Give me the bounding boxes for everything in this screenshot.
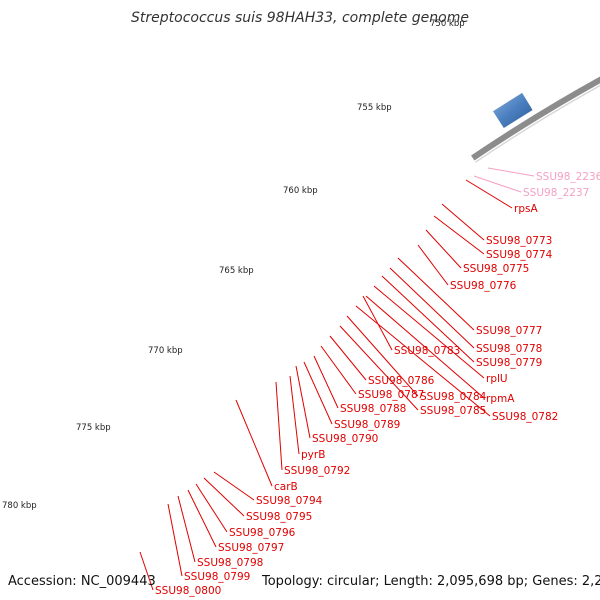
gene-label: rpmA [486, 393, 515, 405]
label-leader-line [177, 495, 196, 563]
tick-label: 750 kbp [430, 19, 465, 29]
tick-label: 780 kbp [2, 501, 37, 511]
gene-label: rplU [486, 373, 508, 385]
label-leader-line [355, 305, 491, 417]
label-leader-line [313, 355, 339, 409]
label-leader-line [441, 203, 485, 241]
label-leader-line [362, 295, 393, 351]
gene-label: SSU98_0798 [197, 557, 263, 569]
gene-label: SSU98_2237 [523, 187, 589, 199]
label-leader-line [195, 483, 228, 533]
tick-label: 770 kbp [148, 346, 183, 356]
gene-label: SSU98_0779 [476, 357, 542, 369]
gene-label-layer: SSU98_2236 SSU98_2237 rpsA SSU98_0773 SSU98_… [139, 167, 600, 597]
genome-summary-text: Topology: circular; Length: 2,095,698 bp… [262, 574, 600, 589]
gene-label: SSU98_0792 [284, 465, 350, 477]
label-leader-line [473, 175, 522, 193]
gene-label: SSU98_0796 [229, 527, 296, 539]
gene-label: SSU98_0787 [358, 389, 424, 401]
gene-label: carB [274, 481, 298, 493]
gene-label: SSU98_0774 [486, 249, 553, 261]
gene-label: SSU98_2236 [536, 171, 600, 183]
label-leader-line [203, 477, 245, 517]
gene-label: SSU98_0773 [486, 235, 552, 247]
gene-label: SSU98_0786 [368, 375, 435, 387]
label-leader-line [303, 361, 333, 425]
gene-label: SSU98_0785 [420, 405, 486, 417]
label-leader-line [167, 503, 183, 577]
gene-label: SSU98_0795 [246, 511, 312, 523]
gene-label: SSU98_0797 [218, 542, 284, 554]
label-leader-line [235, 399, 273, 487]
label-leader-line [295, 365, 311, 439]
genome-title: Streptococcus suis 98HAH33, complete gen… [131, 10, 469, 26]
label-leader-line [397, 257, 475, 331]
label-leader-line [487, 167, 535, 177]
label-leader-line [139, 551, 154, 591]
gene-label: SSU98_0783 [394, 345, 460, 357]
label-leader-line [320, 345, 357, 395]
gene-label: SSU98_0782 [492, 411, 558, 423]
tick-label: 775 kbp [76, 423, 111, 433]
label-leader-line [329, 335, 367, 381]
gene-label: SSU98_0777 [476, 325, 542, 337]
gene-label: SSU98_0800 [155, 585, 221, 597]
label-leader-line [275, 381, 283, 471]
label-leader-line [433, 215, 485, 255]
label-leader-line [465, 179, 513, 209]
gene-label: SSU98_0794 [256, 495, 323, 507]
label-leader-line [289, 375, 300, 455]
tick-label: 760 kbp [283, 186, 318, 196]
label-leader-line [346, 315, 419, 397]
label-leader-line [373, 285, 485, 379]
gene-label: rpsA [514, 203, 538, 215]
label-leader-line [417, 244, 449, 286]
gene-label: pyrB [301, 449, 325, 461]
tick-layer: 750 kbp 755 kbp 760 kbp 765 kbp 770 kbp 775 k… [2, 19, 465, 511]
label-leader-line [187, 489, 217, 548]
gene-label: SSU98_0790 [312, 433, 378, 445]
gene-features [493, 92, 533, 128]
gene-label: SSU98_0789 [334, 419, 400, 431]
cds-feature [493, 92, 533, 128]
tick-label: 765 kbp [219, 266, 254, 276]
gene-label: SSU98_0778 [476, 343, 542, 355]
gene-label: SSU98_0784 [420, 391, 487, 403]
tick-label: 755 kbp [357, 103, 392, 113]
label-leader-line [389, 267, 475, 349]
label-leader-line [381, 275, 475, 363]
gene-label: SSU98_0776 [450, 280, 517, 292]
accession-text: Accession: NC_009443 [8, 574, 156, 589]
label-leader-line [365, 295, 485, 399]
gene-label: SSU98_0799 [184, 571, 250, 583]
gene-label: SSU98_0775 [463, 263, 529, 275]
label-leader-line [425, 229, 462, 269]
label-leader-line [213, 471, 255, 501]
gene-label: SSU98_0788 [340, 403, 406, 415]
label-leader-line [339, 325, 419, 411]
